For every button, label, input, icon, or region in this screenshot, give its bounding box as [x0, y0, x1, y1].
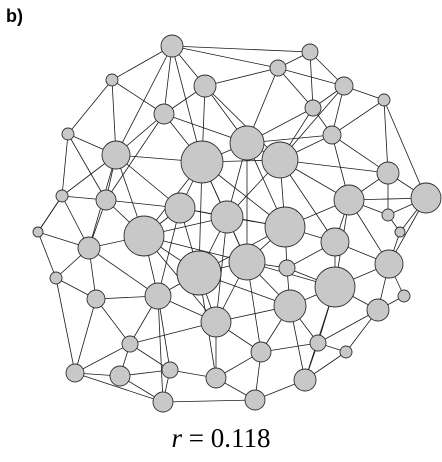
network-node — [55, 189, 69, 203]
network-node — [394, 226, 406, 238]
network-edge — [157, 295, 164, 403]
network-graph — [32, 34, 442, 413]
network-node — [397, 289, 411, 303]
network-node — [339, 345, 353, 359]
correlation-caption: r = 0.118 — [0, 423, 442, 454]
network-node — [244, 389, 266, 411]
network-node — [228, 243, 266, 281]
network-edge — [383, 99, 389, 174]
network-node — [61, 127, 75, 141]
network-node — [200, 306, 232, 338]
network-edge — [215, 216, 228, 323]
panel-label: b) — [6, 6, 23, 26]
network-node — [304, 99, 322, 117]
network-edge — [277, 67, 314, 109]
network-node — [293, 368, 317, 392]
network-edge — [74, 298, 97, 374]
network-node — [101, 140, 131, 170]
network-node — [320, 227, 350, 257]
network-node — [109, 365, 131, 387]
network-node — [333, 184, 365, 216]
network-edge — [162, 399, 256, 403]
network-node — [123, 215, 165, 257]
network-node — [153, 103, 175, 125]
network-edge — [67, 79, 113, 135]
network-edge — [74, 372, 164, 403]
network-edge — [204, 67, 279, 87]
network-node — [205, 367, 227, 389]
network-node — [261, 141, 299, 179]
node-layer — [32, 34, 442, 413]
network-node — [65, 363, 85, 383]
caption-value: = 0.118 — [182, 423, 271, 453]
network-node — [269, 59, 287, 77]
network-edge — [111, 45, 173, 81]
caption-variable: r — [171, 423, 183, 453]
network-node — [86, 289, 106, 309]
network-edge — [88, 247, 159, 297]
network-node — [180, 140, 224, 184]
network-node — [278, 259, 296, 277]
network-node — [193, 74, 217, 98]
network-node — [374, 249, 404, 279]
network-node — [95, 189, 117, 211]
network-edge — [74, 343, 131, 374]
network-node — [32, 226, 44, 238]
network-node — [309, 334, 327, 352]
network-edge — [37, 195, 63, 233]
network-edge — [61, 133, 69, 197]
network-node — [229, 125, 265, 161]
network-edge — [171, 45, 311, 53]
network-node — [273, 289, 307, 323]
network-node — [49, 271, 63, 285]
network-node — [210, 200, 244, 234]
network-edge — [67, 133, 107, 201]
network-node — [322, 125, 342, 145]
network-edge — [277, 67, 345, 87]
network-node — [144, 282, 172, 310]
network-edge — [331, 99, 385, 136]
network-node — [264, 206, 306, 248]
network-node — [250, 341, 272, 363]
network-node — [301, 43, 319, 61]
network-node — [161, 361, 179, 379]
network-node — [160, 34, 184, 58]
network-node — [77, 236, 101, 260]
network-edge — [105, 113, 165, 201]
network-edge — [171, 45, 279, 69]
network-edge — [37, 231, 57, 279]
network-node — [121, 335, 139, 353]
network-edge — [383, 99, 427, 199]
network-node — [381, 208, 395, 222]
network-edge — [309, 51, 314, 109]
network-edge — [55, 277, 76, 374]
network-node — [152, 391, 174, 413]
network-node — [164, 192, 196, 224]
network-node — [376, 161, 400, 185]
network-node — [176, 250, 222, 296]
network-node — [334, 76, 354, 96]
network-node — [314, 266, 356, 308]
network-node — [410, 182, 442, 214]
network-node — [366, 298, 390, 322]
network-node — [377, 93, 391, 107]
network-node — [105, 73, 119, 87]
